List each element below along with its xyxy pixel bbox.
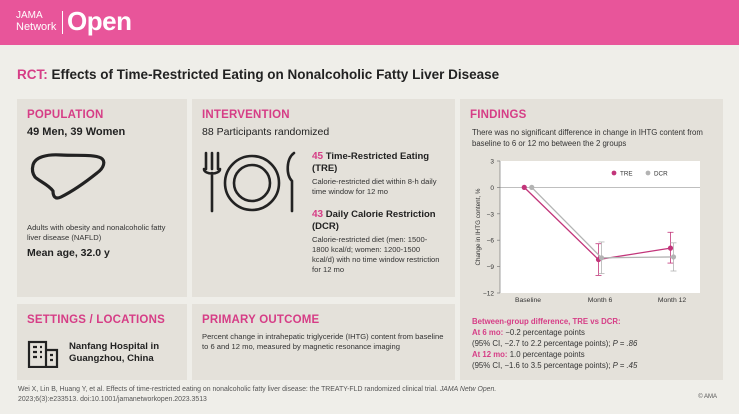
tre-description: Calorie-restricted diet within 8-h daily… [312,177,437,196]
findings-label: FINDINGS [470,109,527,121]
m6-ci-line: (95% CI, −2.7 to 2.2 percentage points);… [472,338,720,349]
primary-outcome-panel: PRIMARY OUTCOME Percent change in intrah… [192,304,455,380]
legend-label-tre: TRE [620,170,633,177]
data-point-dcr [598,255,605,261]
primary-outcome-label: PRIMARY OUTCOME [202,314,320,326]
m12-value: 1.0 percentage points [509,350,585,359]
page-title: RCT: Effects of Time-Restricted Eating o… [17,67,499,82]
m6-line: At 6 mo: −0.2 percentage points [472,327,720,338]
title-text: Effects of Time-Restricted Eating on Non… [51,67,500,82]
dcr-arm-title: 43 Daily Calorie Restriction (DCR) [312,209,447,233]
m12-line: At 12 mo: 1.0 percentage points [472,349,720,360]
tre-count: 45 [312,151,324,162]
liver-icon [30,153,106,200]
intervention-label: INTERVENTION [202,109,290,121]
citation-part-1: Wei X, Lin B, Huang Y, et al. Effects of… [18,386,440,393]
y-axis-label: Change in IHTG content, % [475,188,482,265]
dcr-description: Calorie-restricted diet (men: 1500-1800 … [312,235,440,274]
x-tick-label: Month 12 [658,297,687,304]
logo-divider [62,11,63,34]
m12-ci: (95% CI, −1.6 to 3.5 percentage points); [472,361,611,370]
m6-value: −0.2 percentage points [505,328,585,337]
title-prefix: RCT: [17,67,48,82]
findings-summary: There was no significant difference in c… [472,128,703,148]
data-point-dcr [529,184,535,190]
intervention-panel: INTERVENTION 88 Participants randomized … [192,99,455,297]
legend-marker-tre [611,170,617,176]
population-panel: POPULATION 49 Men, 39 Women Adults with … [17,99,187,297]
m6-ci: (95% CI, −2.7 to 2.2 percentage points); [472,339,611,348]
population-age: Mean age, 32.0 y [27,247,110,259]
primary-outcome-text: Percent change in intrahepatic triglycer… [202,332,444,351]
m6-label: At 6 mo: [472,328,504,337]
between-group-block: Between-group difference, TRE vs DCR: At… [472,316,720,371]
x-tick-label: Month 6 [588,297,613,304]
settings-label: SETTINGS / LOCATIONS [27,314,165,326]
logo-open: Open [67,6,132,36]
population-description: Adults with obesity and nonalcoholic fat… [27,223,166,242]
settings-panel: SETTINGS / LOCATIONS Nanfang Hospital in… [17,304,187,380]
y-tick-label: −12 [483,291,494,298]
population-counts: 49 Men, 39 Women [27,126,126,138]
legend-marker-dcr [645,170,651,176]
plate-cutlery-icon [202,151,296,213]
copyright: © AMA [698,394,717,400]
y-tick-label: −9 [487,264,495,271]
chart-plot-area [500,161,700,293]
citation-journal: JAMA Netw Open. [439,386,497,393]
logo-jama: JAMA [16,10,43,21]
x-tick-label: Baseline [515,297,541,304]
m12-ci-line: (95% CI, −1.6 to 3.5 percentage points);… [472,360,720,371]
y-tick-label: 3 [490,159,494,166]
m6-p: P = .86 [612,339,638,348]
legend-label-dcr: DCR [654,170,668,177]
hospital-building-icon [27,340,59,368]
population-label: POPULATION [27,109,104,121]
settings-location: Nanfang Hospital in Guangzhou, China [69,341,160,364]
between-group-heading: Between-group difference, TRE vs DCR: [472,317,621,326]
logo-network: Network [16,21,57,33]
m12-p: P = .45 [612,361,638,370]
data-point-dcr [670,254,677,260]
dcr-count: 43 [312,209,324,220]
y-tick-label: −3 [487,211,495,218]
dcr-title: Daily Calorie Restriction (DCR) [312,209,436,232]
tre-arm-title: 45 Time-Restricted Eating (TRE) [312,151,447,175]
tre-title: Time-Restricted Eating (TRE) [312,151,430,174]
data-point-tre [667,245,674,251]
y-tick-label: 0 [490,185,494,192]
findings-chart: 3 0 −3 −6 −9 −12 Change in IHTG content, % Base… [475,159,700,304]
participants-randomized: 88 Participants randomized [202,126,330,138]
data-point-tre [521,184,527,190]
citation-part-2: 2023;6(3):e233513. doi:10.1001/jamanetwo… [18,396,207,403]
y-tick-label: −6 [487,238,495,245]
citation: Wei X, Lin B, Huang Y, et al. Effects of… [18,385,678,405]
m12-label: At 12 mo: [472,350,508,359]
findings-panel: FINDINGS There was no significant differ… [460,99,723,380]
header-banner: JAMA Network Open [0,0,739,45]
